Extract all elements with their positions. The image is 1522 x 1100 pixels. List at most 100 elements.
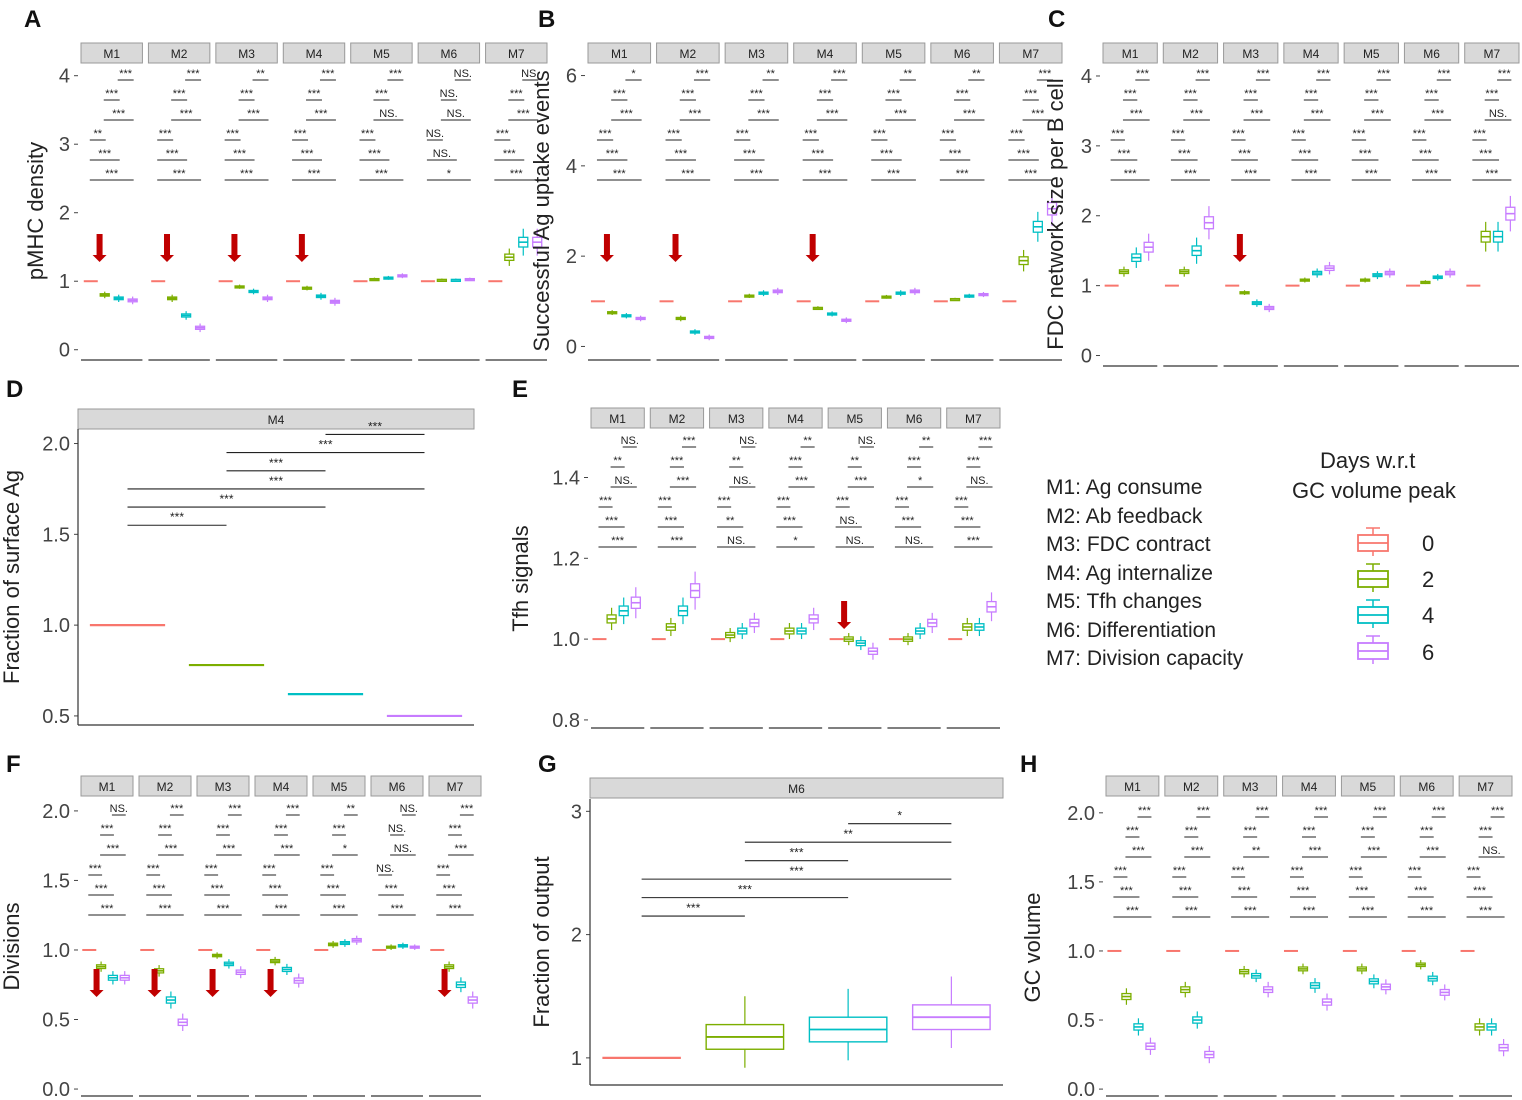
y-tick-label: 0.0 (1067, 1079, 1095, 1100)
sig-label: *** (460, 803, 474, 815)
sig-label: *** (375, 88, 389, 100)
sig-label: ** (732, 455, 741, 467)
sig-label: *** (1498, 68, 1512, 80)
sig-label: *** (269, 474, 283, 488)
sig-label: *** (949, 148, 963, 160)
facet-strip (1340, 775, 1395, 797)
sig-label: NS. (379, 108, 397, 120)
sig-label: *** (449, 903, 463, 915)
facet-M2: M2****************** (138, 775, 192, 1097)
sig-label: NS. (454, 68, 472, 80)
y-tick-label: 2.0 (42, 434, 70, 456)
panel-letter-H: H (1020, 751, 1037, 778)
facet-strip (793, 42, 857, 64)
sig-label: * (447, 168, 452, 180)
facet-strip (656, 42, 720, 64)
facet-M6: M6***************** (930, 42, 994, 361)
sig-label: *** (854, 475, 868, 487)
facet-label: M5 (1360, 780, 1377, 794)
facet-strip (886, 407, 942, 429)
facet-label: M5 (885, 47, 902, 61)
sig-label: *** (454, 843, 468, 855)
facet-M7: M7******NS.********* (1464, 42, 1520, 367)
sig-label: *** (217, 903, 231, 915)
facet-label: M6 (389, 780, 406, 794)
y-tick-label: 1 (571, 1048, 582, 1070)
y-tick-label: 2.0 (1067, 803, 1095, 825)
y-tick-label: 2 (59, 203, 70, 225)
down-arrow-shaft (164, 234, 171, 256)
sig-label: *** (1130, 108, 1144, 120)
sig-label: *** (170, 803, 184, 815)
sig-label: *** (750, 88, 764, 100)
sig-label: *** (736, 128, 750, 140)
sig-label: *** (1291, 865, 1305, 877)
y-axis-label: Tfh signals (508, 525, 533, 631)
sig-label: *** (795, 475, 809, 487)
sig-label: *** (1485, 168, 1499, 180)
sig-label: *** (961, 515, 975, 527)
y-tick-label: 1.0 (42, 615, 70, 637)
sig-label: *** (301, 148, 315, 160)
legend: Days w.r.t GC volume peak M1: Ag consume… (1046, 448, 1457, 670)
sig-label: ** (613, 455, 622, 467)
down-arrow-head (89, 990, 104, 997)
sig-label: *** (1179, 885, 1193, 897)
facet-M4: M4****************** (282, 42, 346, 361)
facet-label: M3 (1242, 780, 1259, 794)
sig-label: *** (322, 68, 336, 80)
legend-mechanism-2: M2: Ab feedback (1046, 505, 1203, 528)
panel-letter-G: G (538, 751, 557, 778)
facet-label: M5 (331, 780, 348, 794)
y-tick-label: 1.5 (42, 524, 70, 546)
sig-label: *** (226, 128, 240, 140)
y-tick-label: 2.0 (42, 801, 70, 823)
sig-label: *** (658, 495, 672, 507)
sig-label: *** (1485, 88, 1499, 100)
sig-label: *** (1303, 825, 1317, 837)
sig-label: *** (170, 510, 184, 524)
sig-label: *** (1173, 865, 1187, 877)
facet-strip (1343, 42, 1399, 64)
panel-F: FDivisions0.00.51.01.52.0M1NS.**********… (0, 751, 482, 1100)
facet-label: M2 (680, 47, 697, 61)
sig-label: *** (308, 88, 322, 100)
sig-label: *** (664, 515, 678, 527)
sig-label: *** (1305, 88, 1319, 100)
sig-label: *** (1432, 805, 1446, 817)
facet-strip (1464, 42, 1520, 64)
sig-label: *** (233, 148, 247, 160)
sig-label: *** (599, 128, 613, 140)
panel-H: HGC volume0.00.51.01.52.0M1*************… (1020, 751, 1513, 1100)
sig-label: *** (1184, 88, 1198, 100)
sig-label: *** (1425, 168, 1439, 180)
sig-label: *** (112, 108, 126, 120)
sig-label: *** (1361, 825, 1375, 837)
facet-label: M5 (846, 412, 863, 426)
facet-label: M3 (1242, 47, 1259, 61)
y-tick-label: 1.0 (1067, 941, 1095, 963)
sig-label: *** (496, 128, 510, 140)
sig-label: *** (517, 108, 531, 120)
sig-label: *** (1124, 168, 1138, 180)
sig-label: *** (1184, 168, 1198, 180)
facet-M7: M7******NS.********* (1458, 775, 1513, 1097)
legend-mechanism-7: M7: Division capacity (1046, 647, 1244, 670)
sig-label: *** (240, 88, 254, 100)
sig-label: *** (1172, 128, 1186, 140)
sig-label: *** (1414, 885, 1428, 897)
sig-label: *** (777, 495, 791, 507)
sig-label: *** (1124, 88, 1138, 100)
y-tick-label: 4 (566, 156, 577, 178)
facet-M4: M4****************** (77, 408, 475, 726)
down-arrow-shaft (151, 969, 158, 991)
panel-D: D Fraction of surface Ag 0.5 1.0 1.5 2.0 M4 ***… (0, 376, 475, 728)
sig-label: *** (1437, 68, 1451, 80)
facet-label: M1 (99, 780, 116, 794)
sig-label: *** (683, 435, 697, 447)
sig-label: * (793, 535, 798, 547)
y-tick-label: 1 (59, 271, 70, 293)
